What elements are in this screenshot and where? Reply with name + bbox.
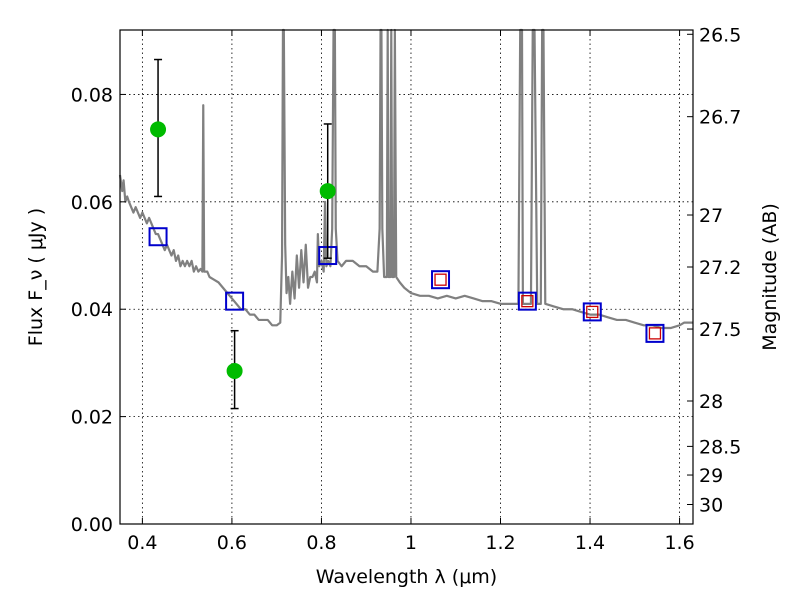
- observed-photometry-marker: [434, 273, 447, 286]
- right-tick-label: 29: [699, 465, 723, 487]
- right-tick-label: 27: [699, 205, 723, 227]
- right-tick-label: 27.5: [699, 319, 741, 341]
- model-photometry-marker: [645, 323, 665, 343]
- right-tick-label: 27.2: [699, 257, 741, 279]
- model-photometry-marker: [517, 291, 537, 311]
- x-tick-label: 0.8: [306, 532, 336, 554]
- x-tick-label: 0.6: [217, 532, 247, 554]
- x-tick-label: 1.2: [485, 532, 515, 554]
- y-tick-label: 0.06: [71, 192, 113, 214]
- grid: [120, 30, 693, 524]
- y-tick-label: 0.04: [71, 299, 113, 321]
- model-photometry-marker: [225, 291, 245, 311]
- spectrum-layer: [118, 28, 693, 330]
- x-tick-label: 1: [405, 532, 417, 554]
- x-tick-label: 0.4: [127, 532, 157, 554]
- right-tick-label: 28: [699, 391, 723, 413]
- ticks-layer: 0.4 0.6 0.8 1 1.2 1.4 1.6 0.00 0.02 0.04 0.06 0.08 2…: [71, 24, 742, 554]
- model-photometry-marker: [148, 227, 168, 247]
- right-tick-label: 26.7: [699, 107, 741, 129]
- right-tick-label: 28.5: [699, 436, 741, 458]
- right-axis-label: Magnitude (AB): [759, 203, 781, 351]
- observed-photometry-point: [150, 121, 167, 138]
- right-tick-label: 30: [699, 495, 723, 517]
- y-tick-label: 0.08: [71, 84, 113, 106]
- plot-frame: [119, 29, 694, 525]
- observed-photometry-marker: [648, 327, 662, 340]
- observed-photometry-marker: [586, 305, 599, 319]
- model-photometry-marker: [431, 270, 451, 290]
- x-tick-label: 1.6: [664, 532, 694, 554]
- model-photometry-marker: [582, 302, 602, 322]
- data-points-layer: [148, 58, 665, 410]
- x-tick-label: 1.4: [575, 532, 605, 554]
- observed-photometry-point: [319, 183, 336, 200]
- y-axis-label: Flux F_ν ( μJy ): [25, 208, 47, 346]
- observed-photometry-point: [226, 362, 243, 379]
- y-tick-label: 0.02: [71, 407, 113, 429]
- observed-photometry-marker: [521, 295, 534, 308]
- x-axis-label: Wavelength λ (μm): [316, 566, 497, 588]
- right-tick-label: 26.5: [699, 24, 741, 46]
- model-spectrum-line: [118, 28, 693, 330]
- y-tick-label: 0.00: [71, 514, 113, 536]
